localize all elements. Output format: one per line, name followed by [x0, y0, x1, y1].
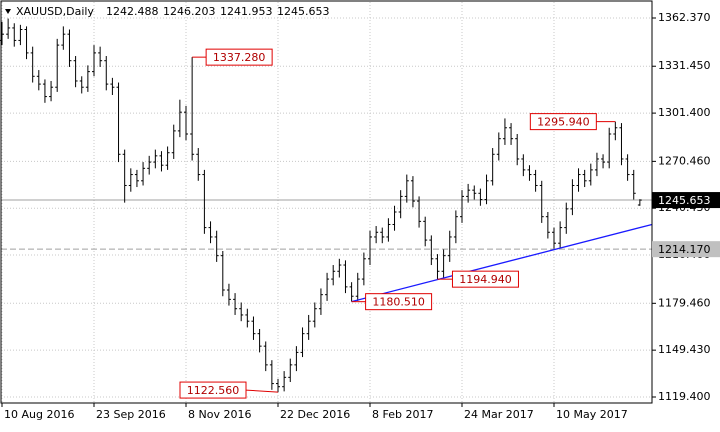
- annotation-label: 1295.940: [537, 116, 590, 129]
- level-price-box: [652, 241, 720, 258]
- x-tick-label: 8 Nov 2016: [188, 408, 251, 421]
- level-price-label: 1214.170: [658, 243, 711, 256]
- bid-price-box: [652, 192, 720, 209]
- x-tick-label: 22 Dec 2016: [280, 408, 350, 421]
- annotation-label: 1194.940: [459, 273, 512, 286]
- header-low: 1241.953: [220, 5, 273, 18]
- bid-price-label: 1245.653: [658, 194, 711, 207]
- symbol-icon: [5, 9, 11, 14]
- annotation-label: 1122.560: [187, 384, 240, 397]
- annotation-label: 1180.510: [372, 296, 425, 309]
- chart-title: XAUUSD,Daily: [16, 5, 94, 18]
- y-tick-label: 1270.460: [658, 154, 711, 167]
- y-tick-label: 1149.430: [658, 343, 711, 356]
- x-tick-label: 23 Sep 2016: [96, 408, 166, 421]
- annotation-box: [205, 48, 273, 66]
- x-tick-label: 8 Feb 2017: [372, 408, 433, 421]
- header-open: 1242.488: [106, 5, 159, 18]
- y-tick-label: 1362.370: [658, 11, 711, 24]
- header-high: 1246.203: [163, 5, 216, 18]
- annotation-label: 1337.280: [213, 51, 266, 64]
- annotation-box: [365, 293, 433, 311]
- x-tick-label: 24 Mar 2017: [464, 408, 534, 421]
- annotation-leader: [245, 389, 279, 393]
- annotation-box: [451, 270, 519, 288]
- y-tick-label: 1179.460: [658, 296, 711, 309]
- y-tick-label: 1331.450: [658, 59, 711, 72]
- annotation-box: [529, 113, 597, 131]
- x-tick-label: 10 Aug 2016: [4, 408, 74, 421]
- header-close: 1245.653: [277, 5, 330, 18]
- annotation-box: [179, 381, 247, 399]
- x-tick-label: 10 May 2017: [556, 408, 628, 421]
- trend-line: [351, 223, 653, 303]
- y-tick-label: 1301.400: [658, 106, 711, 119]
- y-tick-label: 1119.400: [658, 390, 711, 403]
